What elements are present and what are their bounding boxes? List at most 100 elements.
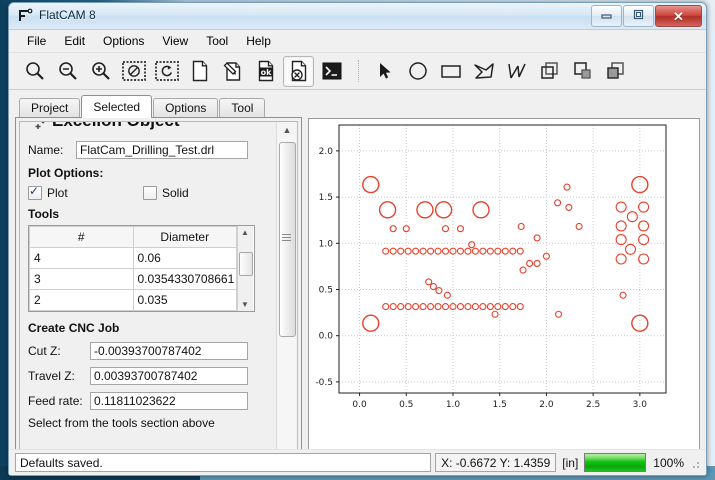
- select-arrow-icon[interactable]: [369, 56, 400, 87]
- svg-text:0.5: 0.5: [399, 400, 413, 410]
- save-ok-icon[interactable]: ok: [250, 56, 281, 87]
- col-header-diameter: Diameter: [132, 226, 237, 248]
- intersection-icon[interactable]: [567, 56, 598, 87]
- selected-panel: Excellon Object Name: Plot Options: Plot: [15, 117, 302, 475]
- draw-rectangle-icon[interactable]: [435, 56, 466, 87]
- tool-index: 3: [29, 268, 134, 290]
- shell-console-icon[interactable]: [316, 56, 347, 87]
- plot-canvas[interactable]: 0.0 0.5 1.0 1.5 2.0 2.5 3.0 -0.5 0.0 0.5 1.0 1.5 2.0: [308, 118, 700, 457]
- plot-options-label: Plot Options:: [28, 166, 104, 180]
- col-header-index: #: [29, 226, 134, 248]
- status-bar: Defaults saved. X: -0.6672 Y: 1.4359 [in…: [9, 449, 706, 475]
- tab-selected[interactable]: Selected: [81, 95, 153, 118]
- menu-help[interactable]: Help: [246, 34, 271, 48]
- clear-plot-icon[interactable]: [118, 56, 149, 87]
- table-row[interactable]: 3 0.0354330708661: [29, 268, 237, 290]
- plot-options-row: Plot Options:: [28, 166, 268, 180]
- tools-scroll-thumb[interactable]: [239, 252, 253, 276]
- scroll-up-icon[interactable]: ▲: [241, 228, 249, 237]
- svg-text:1.5: 1.5: [493, 400, 507, 410]
- zoom-in-icon[interactable]: [85, 56, 116, 87]
- draw-path-icon[interactable]: [501, 56, 532, 87]
- new-file-icon[interactable]: [184, 56, 215, 87]
- object-title-row: Excellon Object: [28, 122, 268, 134]
- window-controls: ✕: [591, 5, 702, 27]
- menu-view[interactable]: View: [162, 34, 189, 48]
- tool-index: 4: [29, 247, 134, 269]
- svg-text:3.0: 3.0: [633, 400, 648, 410]
- panel-scrollbar[interactable]: ▲ ▼: [276, 122, 297, 473]
- solid-checkbox-label: Solid: [162, 186, 189, 200]
- plot-markers: [362, 175, 650, 332]
- plot-checkbox[interactable]: [28, 184, 42, 200]
- menu-tool[interactable]: Tool: [206, 34, 229, 48]
- table-row[interactable]: 4 0.06: [29, 247, 237, 269]
- cut-z-field[interactable]: [90, 342, 248, 360]
- excellon-object-form: Excellon Object Name: Plot Options: Plot: [20, 122, 276, 473]
- svg-text:ok: ok: [260, 68, 271, 77]
- svg-text:2.0: 2.0: [319, 147, 334, 157]
- travel-z-row: Travel Z:: [28, 367, 268, 385]
- tab-tool[interactable]: Tool: [219, 98, 266, 118]
- excellon-object-icon: [30, 122, 48, 130]
- plot-tick-labels: 0.0 0.5 1.0 1.5 2.0 2.5 3.0 -0.5 0.0 0.5 1.0 1.5 2.0: [315, 147, 647, 410]
- tool-bar: ok: [9, 53, 706, 90]
- feed-rate-field[interactable]: [90, 392, 248, 410]
- subtract-icon[interactable]: [600, 56, 631, 87]
- replot-icon[interactable]: [151, 56, 182, 87]
- union-icon[interactable]: [534, 56, 565, 87]
- feed-rate-row: Feed rate:: [28, 392, 268, 410]
- menu-file[interactable]: File: [27, 34, 47, 48]
- delete-object-icon[interactable]: [283, 55, 314, 87]
- right-pane: 0.0 0.5 1.0 1.5 2.0 2.5 3.0 -0.5 0.0 0.5 1.0 1.5 2.0…: [308, 96, 700, 475]
- close-button[interactable]: ✕: [655, 5, 702, 27]
- close-icon: ✕: [673, 8, 684, 24]
- tab-options[interactable]: Options: [153, 98, 219, 118]
- svg-text:0.0: 0.0: [352, 400, 367, 410]
- svg-text:1.5: 1.5: [319, 193, 333, 203]
- draw-circle-icon[interactable]: [402, 56, 433, 87]
- draw-polygon-icon[interactable]: [468, 56, 499, 87]
- resize-grip[interactable]: [688, 457, 700, 469]
- plot-checkbox-label: Plot: [47, 186, 68, 200]
- cut-z-label: Cut Z:: [28, 344, 61, 358]
- maximize-button[interactable]: [623, 5, 654, 27]
- minimize-icon: [601, 10, 612, 22]
- window-title: FlatCAM 8: [39, 8, 96, 22]
- object-title: Excellon Object: [52, 122, 180, 131]
- menu-bar: File Edit Options View Tool Help: [9, 30, 706, 53]
- tab-strip: Project Selected Options Tool: [15, 95, 302, 118]
- panel-scroll-up-icon[interactable]: ▲: [282, 125, 292, 135]
- cut-z-row: Cut Z:: [28, 342, 268, 360]
- table-row[interactable]: 2 0.035: [29, 289, 237, 311]
- main-content: Project Selected Options Tool: [9, 90, 706, 475]
- menu-edit[interactable]: Edit: [64, 34, 86, 48]
- minimize-button[interactable]: [591, 5, 622, 27]
- zoom-out-icon[interactable]: [52, 56, 83, 87]
- drill-scatter-plot[interactable]: 0.0 0.5 1.0 1.5 2.0 2.5 3.0 -0.5 0.0 0.5 1.0 1.5 2.0: [309, 119, 699, 415]
- hint-row: Select from the tools section above: [28, 416, 268, 430]
- svg-text:1.0: 1.0: [319, 239, 334, 249]
- tools-label-row: Tools: [28, 207, 268, 221]
- tools-table-scrollbar[interactable]: ▲ ▼: [237, 226, 253, 311]
- edit-file-icon[interactable]: [217, 56, 248, 87]
- tools-label: Tools: [28, 207, 60, 221]
- maximize-icon: [633, 9, 644, 23]
- tool-diameter: 0.035: [132, 289, 237, 311]
- solid-checkbox[interactable]: [143, 186, 157, 200]
- zoom-fit-icon[interactable]: [19, 56, 50, 87]
- svg-text:2.5: 2.5: [586, 400, 600, 410]
- tab-project[interactable]: Project: [19, 98, 81, 118]
- tools-table: # Diameter 4 0.06 3 0.0354330708661: [29, 226, 237, 311]
- marker-series: [362, 175, 649, 332]
- travel-z-field[interactable]: [90, 367, 248, 385]
- scroll-down-icon[interactable]: ▼: [241, 300, 249, 309]
- object-name-input[interactable]: [76, 141, 248, 159]
- flatcam-logo-icon: [17, 8, 33, 24]
- tool-index: 2: [29, 289, 134, 311]
- menu-options[interactable]: Options: [103, 34, 145, 48]
- checkbox-row: Plot Solid: [28, 184, 268, 200]
- zoom-level-bar[interactable]: [584, 453, 647, 472]
- zoom-percent-label: 100%: [653, 455, 684, 470]
- marker-series: [382, 183, 627, 318]
